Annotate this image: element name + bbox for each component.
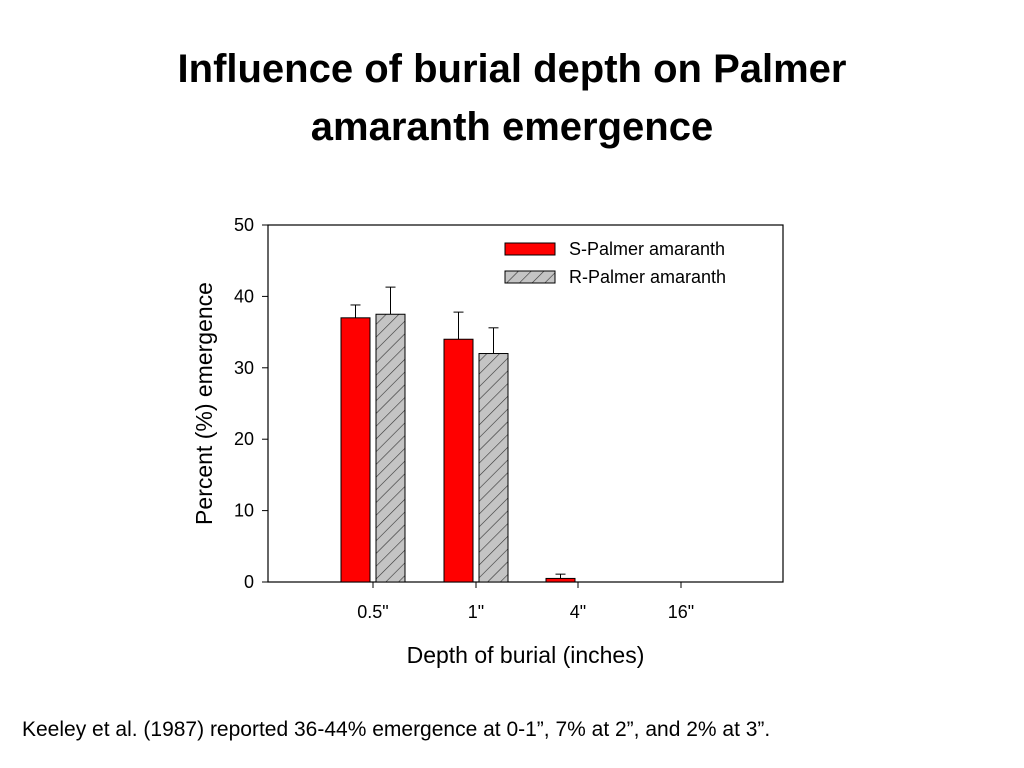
slide-title-line2: amaranth emergence xyxy=(310,105,714,149)
y-tick-label: 10 xyxy=(234,501,254,521)
y-tick-label: 50 xyxy=(234,215,254,235)
x-tick-label: 16" xyxy=(668,602,694,622)
bar-s-0 xyxy=(340,317,371,583)
legend-swatch xyxy=(504,270,556,284)
bar-s-1 xyxy=(443,338,474,583)
citation-caption: Keeley et al. (1987) reported 36-44% eme… xyxy=(22,718,771,741)
legend-label: S-Palmer amaranth xyxy=(569,239,725,259)
legend-swatch xyxy=(504,242,556,256)
x-tick-label: 4" xyxy=(570,602,586,622)
x-tick-label: 1" xyxy=(468,602,484,622)
y-tick-label: 40 xyxy=(234,286,254,306)
slide-title-line1: Influence of burial depth on Palmer xyxy=(177,47,847,91)
y-tick-label: 20 xyxy=(234,429,254,449)
y-tick-label: 30 xyxy=(234,358,254,378)
bar-r-1 xyxy=(478,353,509,583)
x-tick-label: 0.5" xyxy=(357,602,388,622)
plot-frame xyxy=(267,224,784,583)
bar-s-2 xyxy=(545,577,576,583)
legend-label: R-Palmer amaranth xyxy=(569,267,726,287)
bar-r-0 xyxy=(375,313,406,583)
y-tick-label: 0 xyxy=(244,572,254,592)
slide-title: Influence of burial depth on Palmer amar… xyxy=(0,40,1024,156)
x-axis-title: Depth of burial (inches) xyxy=(407,642,645,668)
y-axis-title: Percent (%) emergence xyxy=(191,282,217,525)
